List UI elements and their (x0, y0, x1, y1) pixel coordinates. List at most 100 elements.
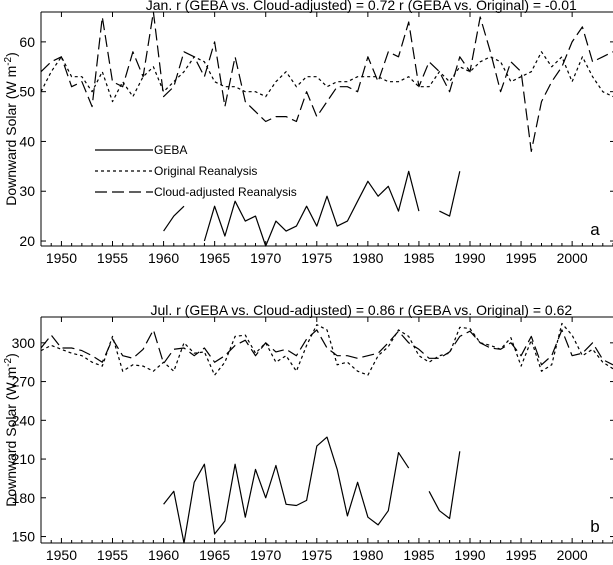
data-point (531, 340, 532, 341)
data-point (132, 364, 133, 365)
data-point (204, 351, 205, 352)
data-point (429, 358, 430, 359)
data-point (224, 520, 225, 521)
data-point (347, 86, 348, 87)
data-point (102, 71, 103, 72)
data-point (183, 71, 184, 72)
data-point (582, 355, 583, 356)
data-point (326, 101, 327, 102)
data-point (275, 116, 276, 117)
data-point (500, 61, 501, 62)
data-point (275, 221, 276, 222)
panel-letter: b (590, 517, 599, 536)
data-point (531, 336, 532, 337)
data-point (275, 362, 276, 363)
y-tick-label: 240 (12, 412, 36, 428)
data-point (51, 61, 52, 62)
x-tick-label: 1985 (403, 547, 434, 563)
data-point (510, 337, 511, 338)
data-point (459, 66, 460, 67)
data-point (143, 366, 144, 367)
data-point (61, 347, 62, 348)
data-point (194, 482, 195, 483)
data-point (173, 81, 174, 82)
data-point (51, 71, 52, 72)
data-point (357, 358, 358, 359)
x-tick-label: 1980 (352, 547, 383, 563)
data-point (367, 375, 368, 376)
data-point (224, 355, 225, 356)
data-point (326, 437, 327, 438)
data-point (490, 56, 491, 57)
data-point (347, 362, 348, 363)
data-point (92, 355, 93, 356)
data-point (541, 101, 542, 102)
data-point (439, 358, 440, 359)
data-point (602, 362, 603, 363)
data-point (132, 96, 133, 97)
data-point (214, 81, 215, 82)
data-point (245, 101, 246, 102)
series-line (163, 170, 461, 247)
data-point (521, 366, 522, 367)
data-point (235, 345, 236, 346)
data-point (163, 363, 164, 364)
series-line (40, 11, 613, 152)
data-point (480, 342, 481, 343)
x-tick-label: 1990 (454, 250, 485, 266)
data-point (531, 151, 532, 152)
data-point (541, 371, 542, 372)
data-point (480, 61, 481, 62)
data-point (245, 335, 246, 336)
data-point (265, 245, 266, 246)
data-point (183, 206, 184, 207)
data-point (173, 216, 174, 217)
series-cloud-adjusted-reanalysis (40, 329, 613, 366)
data-point (214, 41, 215, 42)
data-point (183, 347, 184, 348)
x-tick-label: 1995 (505, 250, 536, 266)
data-point (541, 51, 542, 52)
data-point (112, 336, 113, 337)
y-axis-label: Downward Solar (W m-2) (3, 353, 19, 507)
data-point (173, 349, 174, 350)
data-point (224, 362, 225, 363)
data-point (51, 345, 52, 346)
data-point (357, 482, 358, 483)
data-point (235, 86, 236, 87)
data-point (367, 76, 368, 77)
data-point (306, 338, 307, 339)
data-point (102, 16, 103, 17)
data-point (582, 353, 583, 354)
data-point (531, 71, 532, 72)
data-point (551, 364, 552, 365)
data-point (122, 371, 123, 372)
data-point (214, 206, 215, 207)
data-point (81, 76, 82, 77)
data-point (357, 201, 358, 202)
data-point (265, 96, 266, 97)
data-point (418, 349, 419, 350)
data-point (449, 81, 450, 82)
data-point (582, 56, 583, 57)
data-point (347, 81, 348, 82)
data-point (439, 355, 440, 356)
data-point (224, 106, 225, 107)
data-point (429, 61, 430, 62)
data-point (469, 331, 470, 332)
data-point (490, 347, 491, 348)
data-point (592, 76, 593, 77)
data-point (357, 371, 358, 372)
panel-b: Jul. r (GEBA vs. Cloud-adjusted) = 0.86 … (3, 302, 613, 563)
data-point (367, 517, 368, 518)
data-point (224, 86, 225, 87)
series-line (40, 322, 613, 376)
data-point (500, 91, 501, 92)
data-point (71, 86, 72, 87)
data-point (153, 66, 154, 67)
x-tick-label: 1965 (199, 547, 230, 563)
legend-label: Cloud-adjusted Reanalysis (154, 185, 297, 199)
data-point (551, 355, 552, 356)
data-point (572, 41, 573, 42)
